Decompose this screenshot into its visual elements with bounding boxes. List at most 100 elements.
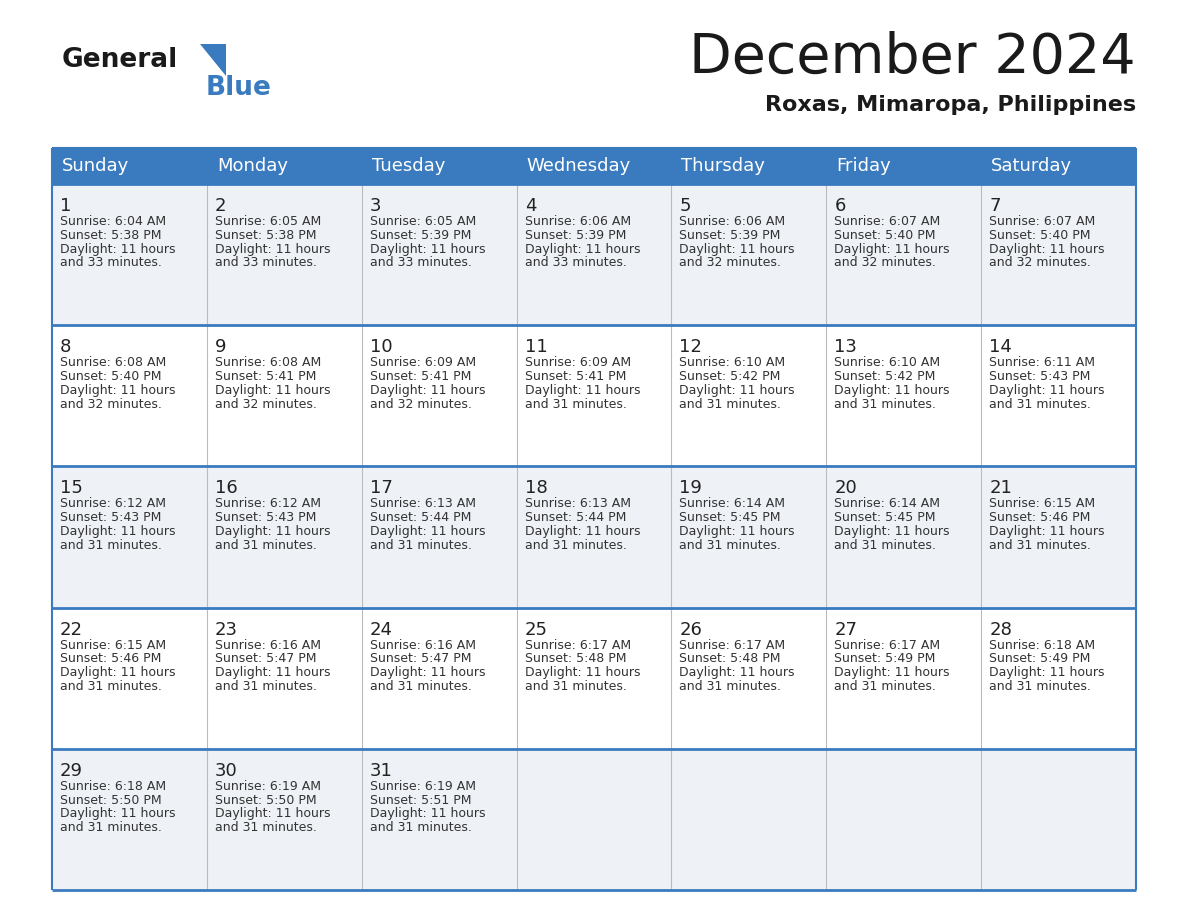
Text: Sunrise: 6:12 AM: Sunrise: 6:12 AM (61, 498, 166, 510)
Text: Sunset: 5:41 PM: Sunset: 5:41 PM (369, 370, 472, 383)
Text: and 32 minutes.: and 32 minutes. (369, 397, 472, 410)
Text: and 31 minutes.: and 31 minutes. (680, 539, 782, 552)
Text: Daylight: 11 hours: Daylight: 11 hours (61, 666, 176, 679)
Text: 23: 23 (215, 621, 238, 639)
Text: Sunrise: 6:19 AM: Sunrise: 6:19 AM (369, 779, 475, 793)
Text: Daylight: 11 hours: Daylight: 11 hours (369, 808, 485, 821)
Text: 11: 11 (525, 338, 548, 356)
Text: Sunrise: 6:19 AM: Sunrise: 6:19 AM (215, 779, 321, 793)
Text: Daylight: 11 hours: Daylight: 11 hours (369, 242, 485, 255)
Text: and 33 minutes.: and 33 minutes. (369, 256, 472, 269)
Text: Sunrise: 6:17 AM: Sunrise: 6:17 AM (834, 639, 941, 652)
Text: Daylight: 11 hours: Daylight: 11 hours (680, 666, 795, 679)
Text: 8: 8 (61, 338, 71, 356)
Text: Daylight: 11 hours: Daylight: 11 hours (990, 384, 1105, 397)
Text: and 31 minutes.: and 31 minutes. (369, 539, 472, 552)
Text: 10: 10 (369, 338, 392, 356)
Text: and 32 minutes.: and 32 minutes. (61, 397, 162, 410)
Text: Daylight: 11 hours: Daylight: 11 hours (61, 808, 176, 821)
Text: Sunset: 5:44 PM: Sunset: 5:44 PM (369, 511, 472, 524)
Text: Sunset: 5:50 PM: Sunset: 5:50 PM (61, 793, 162, 807)
Text: and 31 minutes.: and 31 minutes. (525, 539, 626, 552)
Text: Daylight: 11 hours: Daylight: 11 hours (61, 242, 176, 255)
Text: Sunrise: 6:08 AM: Sunrise: 6:08 AM (61, 356, 166, 369)
Bar (52, 608, 1136, 749)
Bar (207, 148, 361, 184)
Text: 7: 7 (990, 197, 1000, 215)
Text: 22: 22 (61, 621, 83, 639)
Text: Sunrise: 6:05 AM: Sunrise: 6:05 AM (215, 215, 321, 228)
Text: and 32 minutes.: and 32 minutes. (834, 256, 936, 269)
Text: Sunrise: 6:09 AM: Sunrise: 6:09 AM (369, 356, 476, 369)
Text: Daylight: 11 hours: Daylight: 11 hours (834, 242, 949, 255)
Text: Monday: Monday (217, 157, 287, 175)
Text: Sunset: 5:48 PM: Sunset: 5:48 PM (680, 653, 781, 666)
Text: 12: 12 (680, 338, 702, 356)
Text: Sunset: 5:40 PM: Sunset: 5:40 PM (61, 370, 162, 383)
Bar (361, 148, 517, 184)
Polygon shape (200, 44, 226, 76)
Text: Sunrise: 6:12 AM: Sunrise: 6:12 AM (215, 498, 321, 510)
Text: Daylight: 11 hours: Daylight: 11 hours (215, 525, 330, 538)
Text: Sunrise: 6:04 AM: Sunrise: 6:04 AM (61, 215, 166, 228)
Text: Wednesday: Wednesday (526, 157, 631, 175)
Text: Sunrise: 6:14 AM: Sunrise: 6:14 AM (680, 498, 785, 510)
Text: Daylight: 11 hours: Daylight: 11 hours (215, 384, 330, 397)
Text: Friday: Friday (836, 157, 891, 175)
Text: Sunset: 5:39 PM: Sunset: 5:39 PM (525, 229, 626, 241)
Text: and 31 minutes.: and 31 minutes. (215, 680, 317, 693)
Text: and 31 minutes.: and 31 minutes. (680, 680, 782, 693)
Text: Saturday: Saturday (991, 157, 1073, 175)
Text: and 31 minutes.: and 31 minutes. (215, 822, 317, 834)
Text: Sunset: 5:42 PM: Sunset: 5:42 PM (834, 370, 936, 383)
Text: Sunrise: 6:13 AM: Sunrise: 6:13 AM (369, 498, 475, 510)
Text: Daylight: 11 hours: Daylight: 11 hours (215, 808, 330, 821)
Text: Daylight: 11 hours: Daylight: 11 hours (680, 242, 795, 255)
Text: and 31 minutes.: and 31 minutes. (61, 539, 162, 552)
Text: and 31 minutes.: and 31 minutes. (834, 397, 936, 410)
Text: and 31 minutes.: and 31 minutes. (834, 680, 936, 693)
Text: Sunrise: 6:09 AM: Sunrise: 6:09 AM (525, 356, 631, 369)
Text: and 31 minutes.: and 31 minutes. (990, 397, 1091, 410)
Text: Sunset: 5:43 PM: Sunset: 5:43 PM (215, 511, 316, 524)
Text: and 33 minutes.: and 33 minutes. (525, 256, 626, 269)
Text: Sunset: 5:46 PM: Sunset: 5:46 PM (61, 653, 162, 666)
Text: Sunrise: 6:06 AM: Sunrise: 6:06 AM (525, 215, 631, 228)
Text: Sunrise: 6:15 AM: Sunrise: 6:15 AM (990, 498, 1095, 510)
Text: Sunset: 5:42 PM: Sunset: 5:42 PM (680, 370, 781, 383)
Text: Daylight: 11 hours: Daylight: 11 hours (834, 666, 949, 679)
Text: Sunrise: 6:06 AM: Sunrise: 6:06 AM (680, 215, 785, 228)
Text: Sunset: 5:39 PM: Sunset: 5:39 PM (369, 229, 472, 241)
Text: and 31 minutes.: and 31 minutes. (990, 680, 1091, 693)
Text: Daylight: 11 hours: Daylight: 11 hours (990, 666, 1105, 679)
Text: and 31 minutes.: and 31 minutes. (990, 539, 1091, 552)
Bar (52, 148, 207, 184)
Text: and 31 minutes.: and 31 minutes. (680, 397, 782, 410)
Text: and 33 minutes.: and 33 minutes. (215, 256, 317, 269)
Text: Sunset: 5:50 PM: Sunset: 5:50 PM (215, 793, 316, 807)
Text: Daylight: 11 hours: Daylight: 11 hours (680, 525, 795, 538)
Text: Sunrise: 6:11 AM: Sunrise: 6:11 AM (990, 356, 1095, 369)
Text: 19: 19 (680, 479, 702, 498)
Text: 27: 27 (834, 621, 858, 639)
Text: 16: 16 (215, 479, 238, 498)
Text: Sunset: 5:40 PM: Sunset: 5:40 PM (990, 229, 1091, 241)
Text: 28: 28 (990, 621, 1012, 639)
Text: Daylight: 11 hours: Daylight: 11 hours (525, 525, 640, 538)
Text: Daylight: 11 hours: Daylight: 11 hours (61, 384, 176, 397)
Text: Sunrise: 6:13 AM: Sunrise: 6:13 AM (525, 498, 631, 510)
Text: December 2024: December 2024 (689, 31, 1136, 85)
Text: 24: 24 (369, 621, 393, 639)
Text: Sunrise: 6:07 AM: Sunrise: 6:07 AM (834, 215, 941, 228)
Text: Sunset: 5:46 PM: Sunset: 5:46 PM (990, 511, 1091, 524)
Text: Daylight: 11 hours: Daylight: 11 hours (525, 384, 640, 397)
Text: Sunset: 5:47 PM: Sunset: 5:47 PM (215, 653, 316, 666)
Text: and 31 minutes.: and 31 minutes. (369, 822, 472, 834)
Bar (52, 466, 1136, 608)
Text: and 31 minutes.: and 31 minutes. (525, 397, 626, 410)
Text: Sunrise: 6:16 AM: Sunrise: 6:16 AM (369, 639, 475, 652)
Text: Daylight: 11 hours: Daylight: 11 hours (680, 384, 795, 397)
Bar (981, 148, 1136, 184)
Text: Sunset: 5:41 PM: Sunset: 5:41 PM (525, 370, 626, 383)
Text: Sunset: 5:47 PM: Sunset: 5:47 PM (369, 653, 472, 666)
